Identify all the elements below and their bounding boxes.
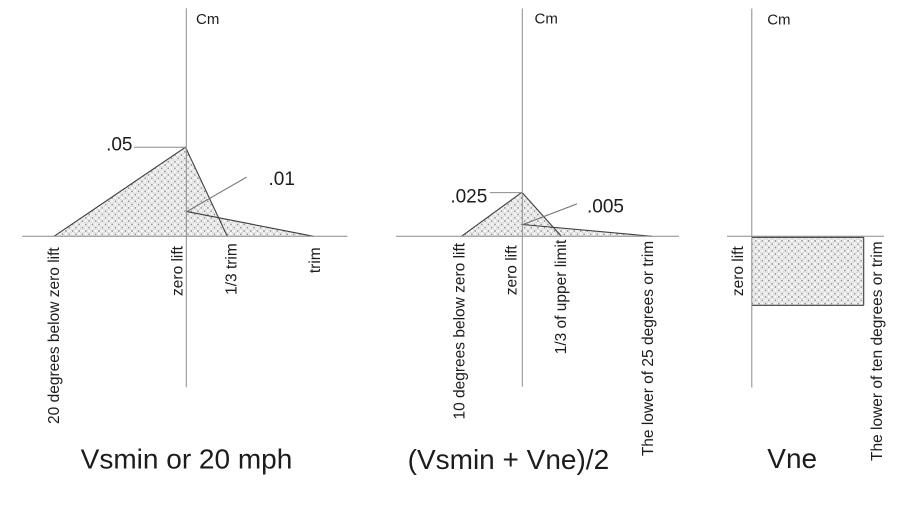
svg-text:Cm: Cm xyxy=(767,11,790,28)
svg-text:20 degrees below zero lift: 20 degrees below zero lift xyxy=(46,247,63,424)
svg-text:The lower of 25 degrees or tri: The lower of 25 degrees or trim xyxy=(640,241,657,456)
svg-text:zero lift: zero lift xyxy=(504,245,521,296)
svg-text:(Vsmin + Vne)/2: (Vsmin + Vne)/2 xyxy=(408,444,610,475)
svg-text:zero lift: zero lift xyxy=(730,246,747,297)
svg-text:trim: trim xyxy=(307,247,324,273)
svg-text:1/3 of upper limit: 1/3 of upper limit xyxy=(553,239,570,354)
svg-text:.025: .025 xyxy=(450,187,487,208)
svg-text:.01: .01 xyxy=(269,169,295,190)
svg-text:The lower of ten degrees or tr: The lower of ten degrees or trim xyxy=(869,241,886,461)
svg-text:zero lift: zero lift xyxy=(170,245,187,296)
svg-text:Cm: Cm xyxy=(535,11,558,28)
svg-text:1/3 trim: 1/3 trim xyxy=(224,243,241,295)
svg-text:.005: .005 xyxy=(587,197,624,218)
svg-text:Vsmin or 20 mph: Vsmin or 20 mph xyxy=(81,444,293,475)
svg-text:Cm: Cm xyxy=(196,11,219,28)
svg-text:10 degrees below zero lift: 10 degrees below zero lift xyxy=(451,242,468,419)
svg-text:Vne: Vne xyxy=(767,443,817,474)
svg-text:.05: .05 xyxy=(106,135,132,156)
